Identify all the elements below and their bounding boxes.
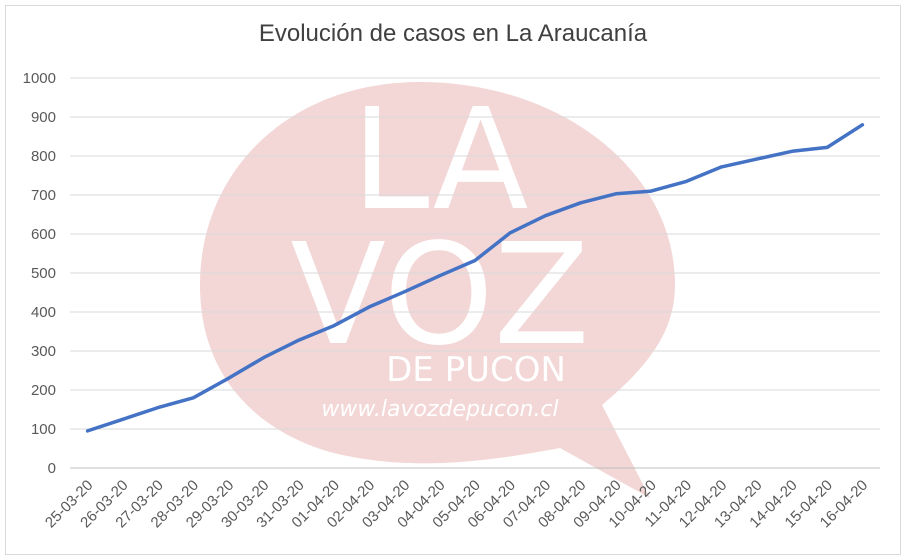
data-point [121,417,125,421]
watermark-line1: LA [352,79,529,242]
y-tick-label: 200 [31,382,56,399]
data-point [262,356,266,360]
x-axis-ticks: 25-03-2026-03-2027-03-2028-03-2029-03-20… [42,477,871,531]
data-point [755,157,759,161]
watermark-bubble [200,82,675,498]
y-tick-label: 800 [31,148,56,165]
y-tick-label: 300 [31,343,56,360]
data-point [579,201,583,205]
data-point [156,406,160,410]
y-tick-label: 500 [31,265,56,282]
data-point [226,376,230,380]
series-layer [85,123,865,433]
watermark-line2: VOZ [290,214,589,377]
data-point [614,192,618,196]
watermark-line3: DE PUCON [386,350,566,390]
data-point [297,338,301,342]
data-point [473,259,477,263]
y-tick-label: 100 [31,421,56,438]
data-point [438,274,442,278]
y-tick-label: 700 [31,187,56,204]
data-point [860,123,864,127]
data-point [649,189,653,193]
y-tick-label: 600 [31,226,56,243]
data-point [403,290,407,294]
data-point [508,231,512,235]
data-point [86,429,90,433]
data-point [825,145,829,149]
y-tick-label: 0 [48,460,56,477]
y-tick-label: 1000 [23,70,56,87]
gridlines [70,77,880,469]
data-point [191,396,195,400]
watermark-url: www.lavozdepucon.cl [321,397,558,422]
y-axis-ticks: 0 100 200 300 400 500 600 700 800 900 1000 [23,70,56,477]
data-point [720,165,724,169]
y-tick-label: 400 [31,304,56,321]
data-point [332,324,336,328]
y-tick-label: 900 [31,109,56,126]
chart-title: Evolución de casos en La Araucanía [258,20,648,47]
data-point [367,305,371,309]
data-point [684,179,688,183]
data-point [543,214,547,218]
data-point [790,149,794,153]
